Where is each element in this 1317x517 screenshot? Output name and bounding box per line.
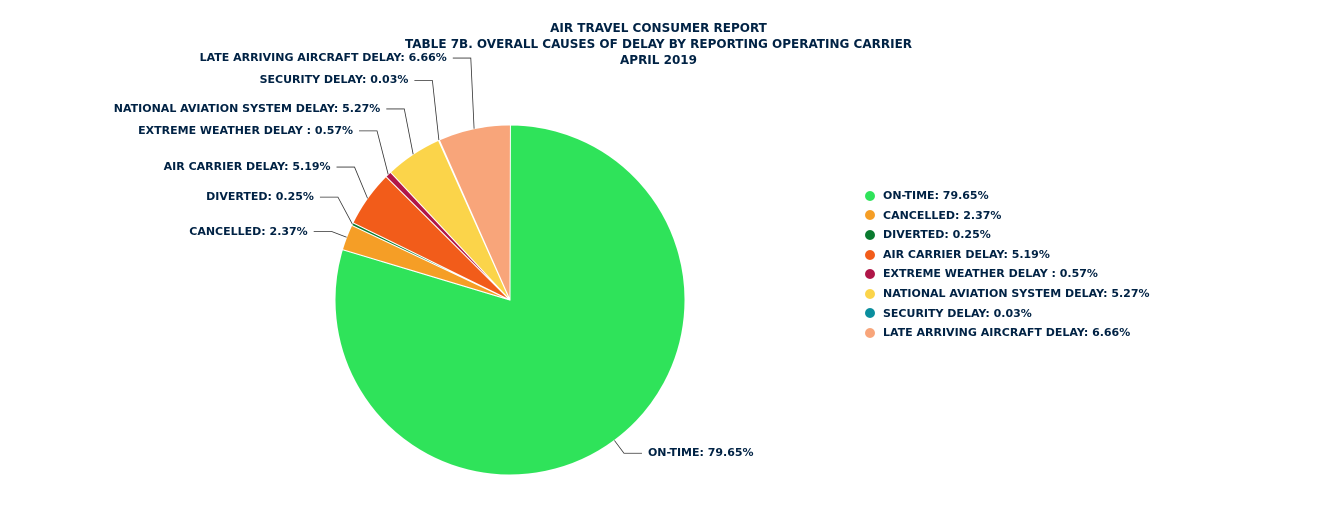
leader-line (359, 131, 388, 174)
legend-item: LATE ARRIVING AIRCRAFT DELAY: 6.66% (865, 324, 1150, 342)
leader-line (386, 109, 413, 154)
leader-line (314, 232, 347, 238)
slice-label: DIVERTED: 0.25% (206, 191, 314, 202)
slice-label: LATE ARRIVING AIRCRAFT DELAY: 6.66% (200, 52, 447, 63)
legend-text: DIVERTED: 0.25% (883, 226, 991, 244)
legend-swatch (865, 328, 875, 338)
slice-label: ON-TIME: 79.65% (648, 447, 754, 458)
slice-label: SECURITY DELAY: 0.03% (260, 74, 409, 85)
legend-text: CANCELLED: 2.37% (883, 207, 1001, 225)
legend-text: LATE ARRIVING AIRCRAFT DELAY: 6.66% (883, 324, 1130, 342)
legend-item: AIR CARRIER DELAY: 5.19% (865, 246, 1150, 264)
legend-text: SECURITY DELAY: 0.03% (883, 305, 1032, 323)
legend-swatch (865, 210, 875, 220)
legend-swatch (865, 230, 875, 240)
legend-text: ON-TIME: 79.65% (883, 187, 989, 205)
leader-line (453, 58, 474, 129)
slice-label: EXTREME WEATHER DELAY : 0.57% (138, 125, 353, 136)
legend-item: CANCELLED: 2.37% (865, 207, 1150, 225)
leader-line (414, 80, 439, 140)
leader-line (614, 440, 642, 453)
legend-text: NATIONAL AVIATION SYSTEM DELAY: 5.27% (883, 285, 1150, 303)
leader-line (320, 197, 352, 224)
legend-item: DIVERTED: 0.25% (865, 226, 1150, 244)
legend-item: EXTREME WEATHER DELAY : 0.57% (865, 265, 1150, 283)
legend-swatch (865, 269, 875, 279)
legend-item: NATIONAL AVIATION SYSTEM DELAY: 5.27% (865, 285, 1150, 303)
slice-label: NATIONAL AVIATION SYSTEM DELAY: 5.27% (114, 103, 381, 114)
slice-label: AIR CARRIER DELAY: 5.19% (164, 161, 331, 172)
legend: ON-TIME: 79.65% CANCELLED: 2.37%DIVERTED:… (865, 185, 1150, 344)
legend-swatch (865, 250, 875, 260)
legend-text: AIR CARRIER DELAY: 5.19% (883, 246, 1050, 264)
legend-swatch (865, 289, 875, 299)
legend-text: EXTREME WEATHER DELAY : 0.57% (883, 265, 1098, 283)
slice-label: CANCELLED: 2.37% (189, 226, 307, 237)
legend-item: ON-TIME: 79.65% (865, 187, 1150, 205)
legend-swatch (865, 308, 875, 318)
legend-item: SECURITY DELAY: 0.03% (865, 305, 1150, 323)
leader-line (337, 167, 368, 198)
legend-swatch (865, 191, 875, 201)
